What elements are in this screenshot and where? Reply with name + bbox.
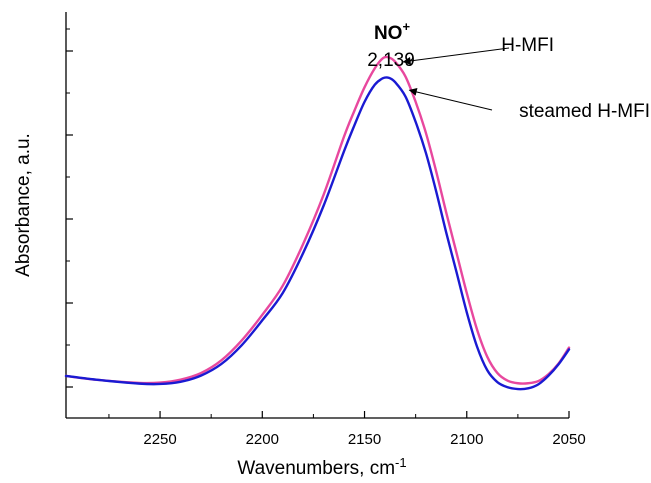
series-layer	[64, 55, 571, 391]
annotation-arrow	[408, 88, 493, 111]
peak-label-superscript: +	[402, 19, 410, 34]
y-axis-ticks	[66, 28, 73, 388]
y-axis-title: Absorbance, a.u.	[13, 133, 34, 277]
series-line-steamed-h-mfi	[64, 76, 571, 391]
x-axis-ticks: 2250 2200 2150 2100 2050	[108, 411, 586, 448]
x-tick-label: 2100	[450, 431, 483, 448]
series-line-h-mfi	[64, 55, 571, 385]
x-tick-label: 2200	[246, 431, 279, 448]
plot-area: 2250 2200 2150 2100 2050 H-MFI steamed H-MFI	[64, 12, 650, 448]
x-axis-title: Wavenumbers, cm-1	[237, 455, 406, 479]
x-axis-title-superscript: -1	[395, 455, 407, 470]
x-tick-label: 2150	[348, 431, 381, 448]
annotation-arrow	[402, 47, 510, 65]
annotation-label: H-MFI	[501, 35, 554, 56]
x-tick-label: 2250	[143, 431, 176, 448]
peak-label-title: NO+	[374, 19, 411, 44]
peak-label-value: 2,139	[367, 50, 415, 71]
annotation-label: steamed H-MFI	[519, 101, 650, 122]
x-tick-label: 2050	[552, 431, 585, 448]
annotation-layer: H-MFI steamed H-MFI	[402, 35, 650, 122]
